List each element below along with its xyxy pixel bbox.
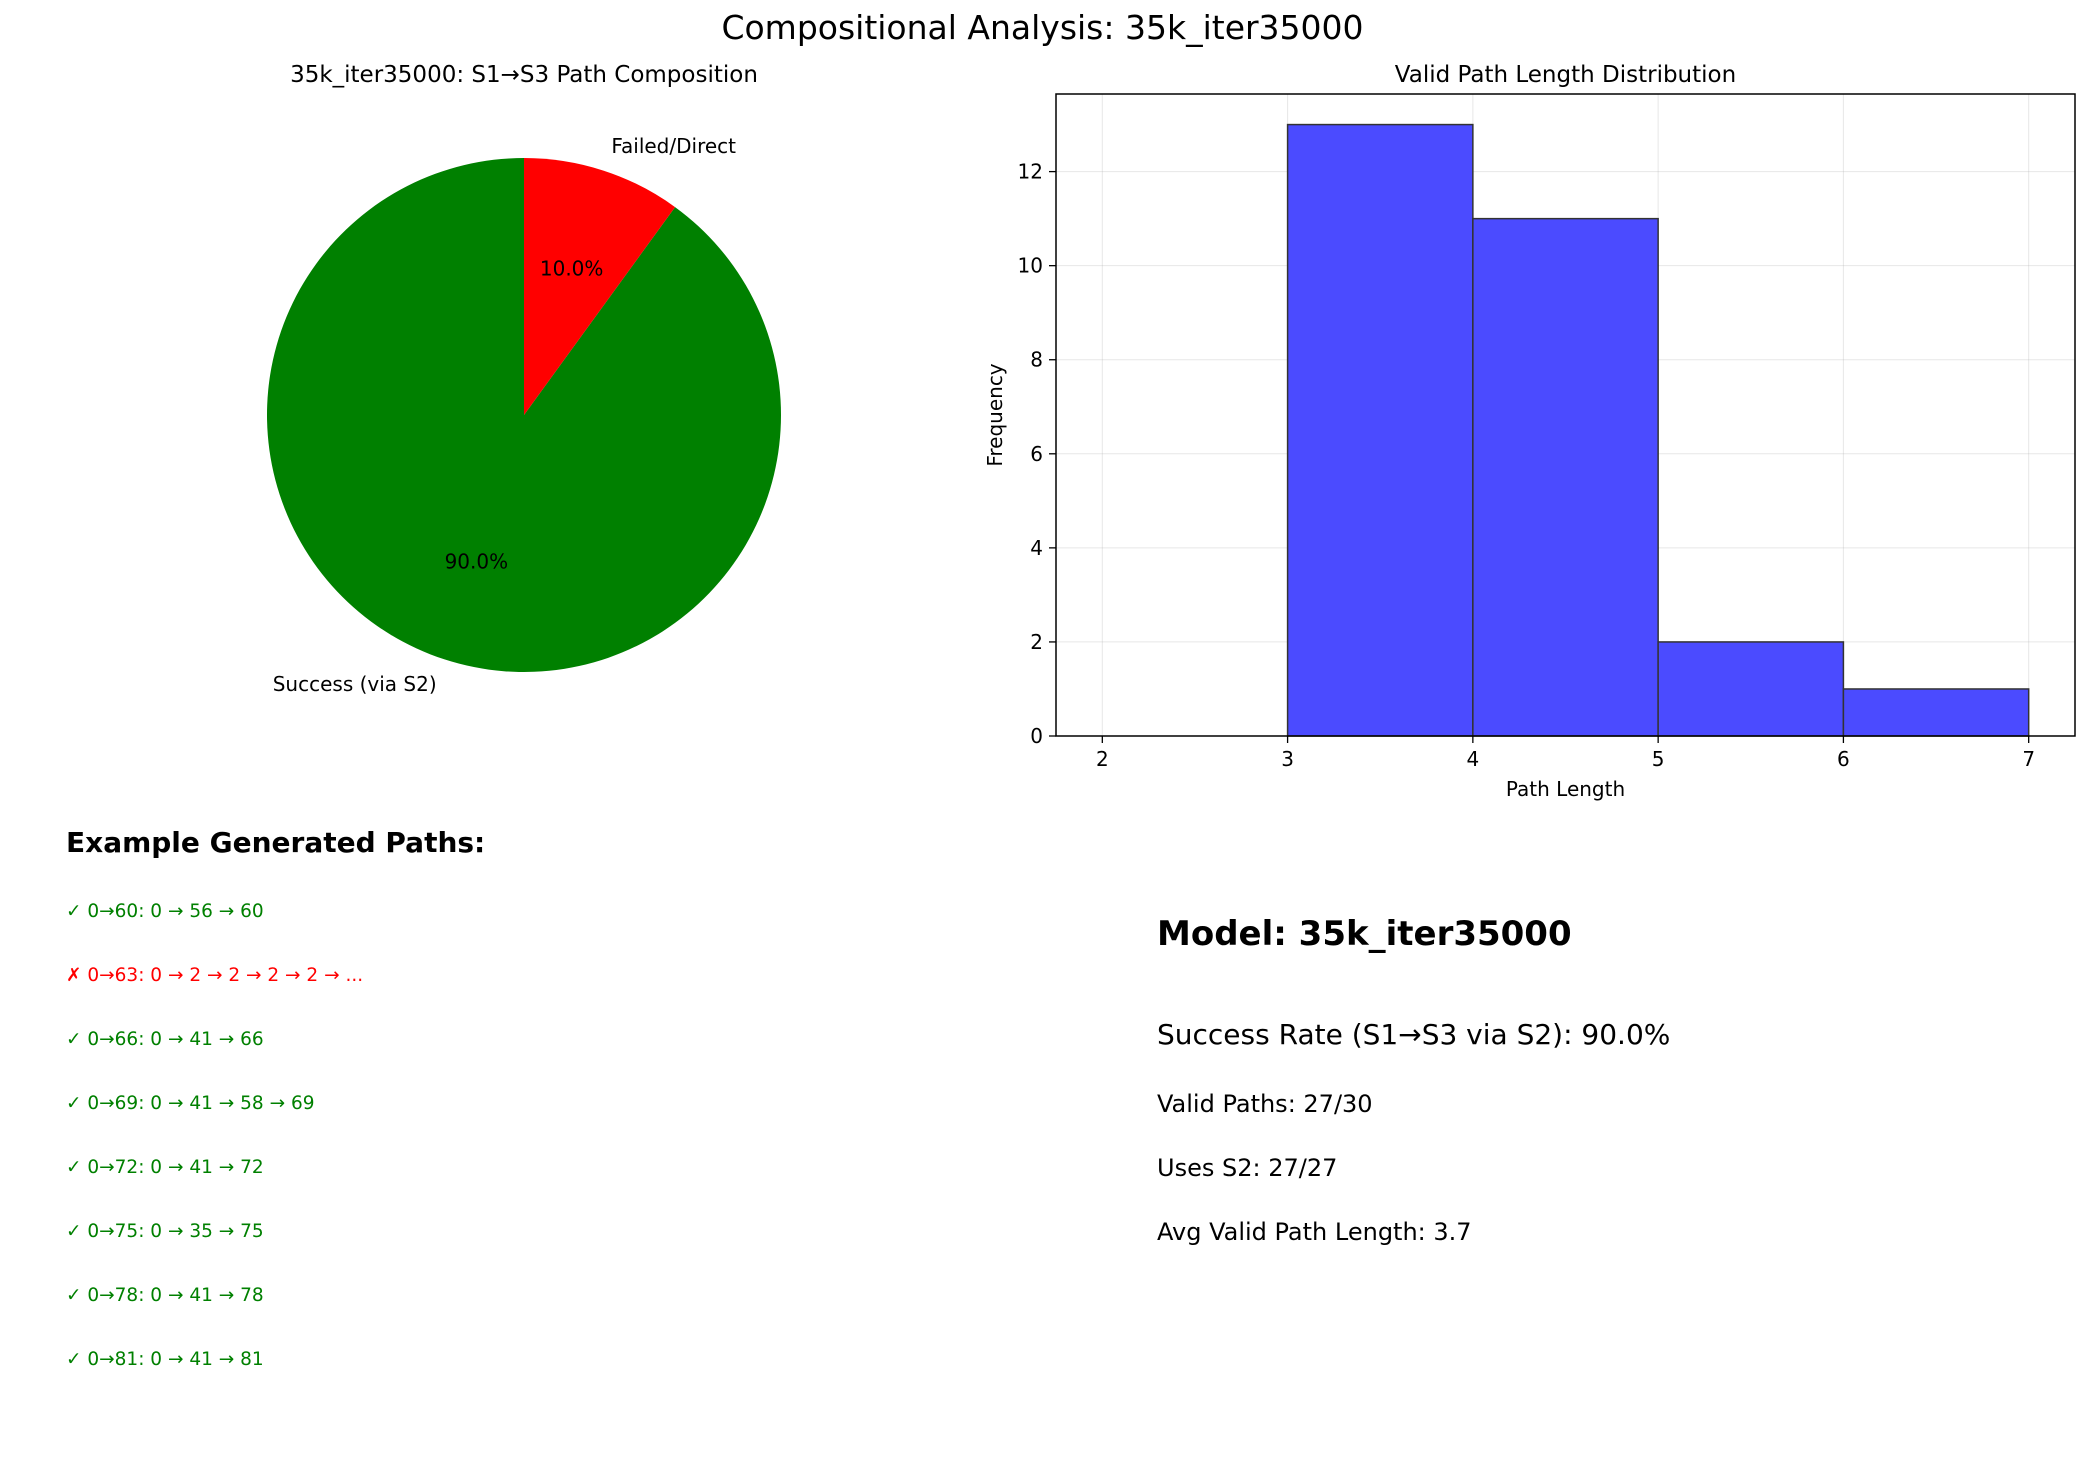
x-tick-label: 2 <box>1096 747 1109 771</box>
x-tick-label: 6 <box>1837 747 1850 771</box>
x-tick-label: 3 <box>1281 747 1294 771</box>
plot-frame <box>1055 93 2076 737</box>
y-tick-label: 10 <box>1018 254 1043 278</box>
pie-title: 35k_iter35000: S1→S3 Path Composition <box>290 62 758 88</box>
x-tick-label: 5 <box>1652 747 1665 771</box>
example-path: ✓ 0→66: 0 → 41 → 66 <box>66 1029 264 1050</box>
pie-percent-label: 10.0% <box>540 256 604 280</box>
example-path: ✓ 0→81: 0 → 41 → 81 <box>66 1349 264 1370</box>
histogram-title: Valid Path Length Distribution <box>1395 62 1736 88</box>
pie-slice-label: Failed/Direct <box>611 134 736 158</box>
stat-uses-s2: Uses S2: 27/27 <box>1157 1154 1338 1182</box>
suptitle: Compositional Analysis: 35k_iter35000 <box>721 8 1364 47</box>
histogram-bar <box>1286 123 1474 737</box>
histogram-bar <box>1842 688 2030 737</box>
examples-heading: Example Generated Paths: <box>66 826 486 859</box>
y-tick-label: 8 <box>1030 348 1043 372</box>
stat-success-rate: Success Rate (S1→S3 via S2): 90.0% <box>1157 1018 1671 1051</box>
pie-slice <box>524 158 676 415</box>
y-tick-label: 2 <box>1030 630 1043 654</box>
pie-percent-label: 90.0% <box>445 550 509 574</box>
example-path: ✗ 0→63: 0 → 2 → 2 → 2 → 2 → ... <box>66 965 364 986</box>
x-tick-label: 4 <box>1466 747 1479 771</box>
stat-avg-length: Avg Valid Path Length: 3.7 <box>1157 1218 1472 1246</box>
y-tick-label: 0 <box>1030 724 1043 748</box>
x-axis-label: Path Length <box>1506 777 1625 801</box>
stat-valid-paths: Valid Paths: 27/30 <box>1157 1090 1373 1118</box>
y-tick-label: 6 <box>1030 442 1043 466</box>
y-tick-label: 4 <box>1030 536 1043 560</box>
stat-model: Model: 35k_iter35000 <box>1157 914 1572 954</box>
example-path: ✓ 0→69: 0 → 41 → 58 → 69 <box>66 1093 315 1114</box>
example-path: ✓ 0→78: 0 → 41 → 78 <box>66 1285 264 1306</box>
y-tick-label: 12 <box>1018 160 1043 184</box>
example-path: ✓ 0→60: 0 → 56 → 60 <box>66 901 264 922</box>
pie-slice-label: Success (via S2) <box>273 672 437 696</box>
pie-chart: 35k_iter35000: S1→S3 Path Composition Suc… <box>266 62 781 696</box>
example-path: ✓ 0→75: 0 → 35 → 75 <box>66 1221 264 1242</box>
histogram-bar <box>1657 641 1845 737</box>
example-path: ✓ 0→72: 0 → 41 → 72 <box>66 1157 264 1178</box>
y-axis-label: Frequency <box>983 363 1007 466</box>
histogram-chart: 2 3 4 5 6 7 0 2 4 6 8 10 12 Valid Path Length Distrib… <box>983 62 2076 801</box>
histogram-bar <box>1472 217 1659 737</box>
x-tick-label: 7 <box>2022 747 2035 771</box>
